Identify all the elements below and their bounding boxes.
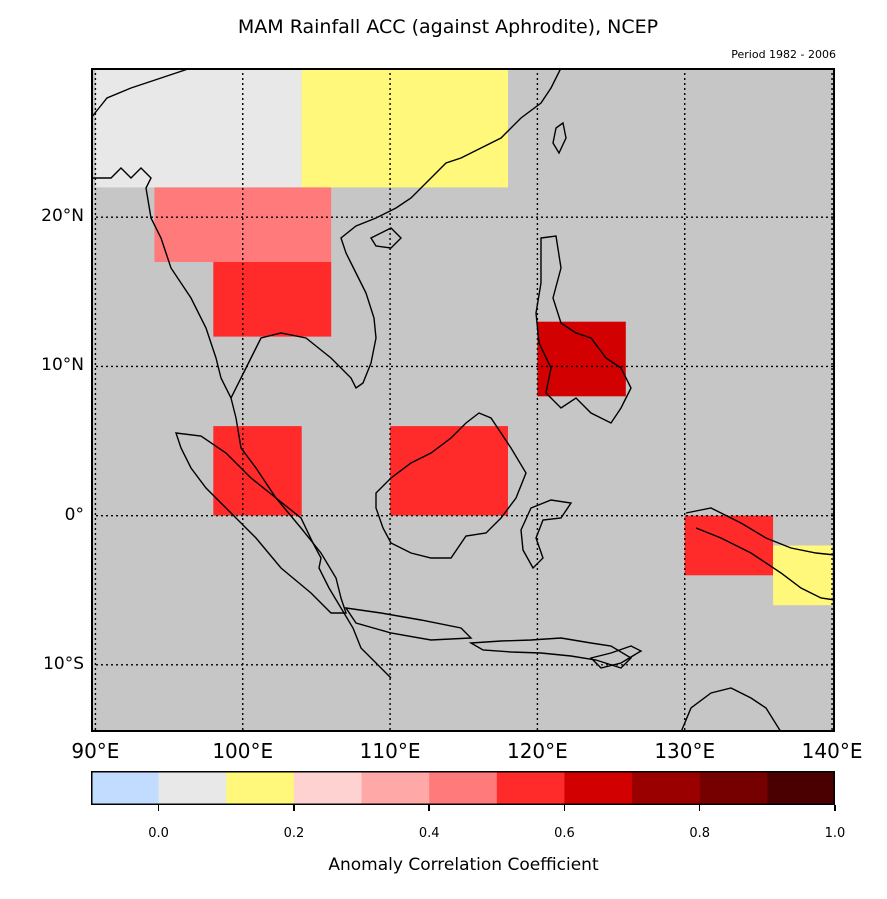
lat-label: 0° [64,504,84,525]
lon-label: 120°E [506,739,568,763]
acc-cell-0 [95,68,302,188]
map-border [91,68,835,732]
colorbar-tick-label: 0.2 [283,826,305,841]
colorbar-tick-mark [563,805,566,811]
lon-label: 90°E [71,739,120,763]
colorbar-tick-mark [157,805,160,811]
borneo-coastline [375,412,527,559]
lesser-sunda-coastline [468,637,633,669]
colorbar-swatch-1 [158,771,227,805]
sulawesi-coastline [520,499,573,570]
timor-coastline [589,645,643,669]
map-title: MAM Rainfall ACC (against Aphrodite), NC… [237,16,659,38]
colorbar-swatch-6 [496,771,565,805]
colorbar-tick-label: 0.4 [418,826,440,841]
colorbar-swatch-2 [226,771,295,805]
acc-map [91,68,835,732]
lon-label: 130°E [654,739,716,763]
colorbar-tick-label: 0.8 [689,826,711,841]
colorbar-swatch-8 [632,771,701,805]
colorbar-swatch-0 [91,771,160,805]
colorbar [91,771,835,805]
sumatra-coastline [174,432,347,614]
colorbar-tick-label: 0.0 [148,826,169,841]
lon-label: 110°E [359,739,421,763]
acc-cell-5 [390,426,508,516]
colorbar-tick-label: 0.6 [554,826,575,841]
colorbar-cells [91,771,835,805]
lat-label: 10°N [41,355,84,376]
colorbar-swatch-5 [429,771,498,805]
colorbar-tick-mark [293,805,295,811]
lat-label: 10°S [43,653,84,674]
colorbar-swatch-4 [361,771,430,805]
lon-label: 100°E [212,739,274,763]
colorbar-tick-mark [698,805,701,811]
coastlines [91,68,835,732]
lat-label: 20°N [41,206,84,227]
colorbar-swatch-9 [699,771,768,805]
taiwan-coastline [552,121,567,155]
australia-coastline [680,687,782,732]
acc-cell-8 [773,545,832,606]
lon-label: 140°E [801,739,863,763]
java-coastline [344,607,473,641]
philippines-coastline [535,235,632,424]
mainland-coastline [91,68,562,679]
colorbar-tick-mark [834,805,836,811]
colorbar-swatch-10 [767,771,835,805]
colorbar-tick-label: 1.0 [824,826,846,841]
colorbar-tick-mark [428,805,430,811]
map-subtitle: Period 1982 - 2006 [731,48,836,61]
hainan-coastline [369,227,402,249]
acc-cell-1 [301,68,508,188]
colorbar-border [91,771,835,805]
acc-cell-7 [684,515,774,576]
colorbar-swatch-7 [564,771,633,805]
new-guinea-coastline [685,507,835,601]
acc-cell-6 [537,321,626,397]
colorbar-swatch-3 [293,771,363,805]
graticule [91,68,835,732]
acc-cell-3 [213,262,332,337]
colorbar-label: Anomaly Correlation Coefficient [328,855,599,875]
